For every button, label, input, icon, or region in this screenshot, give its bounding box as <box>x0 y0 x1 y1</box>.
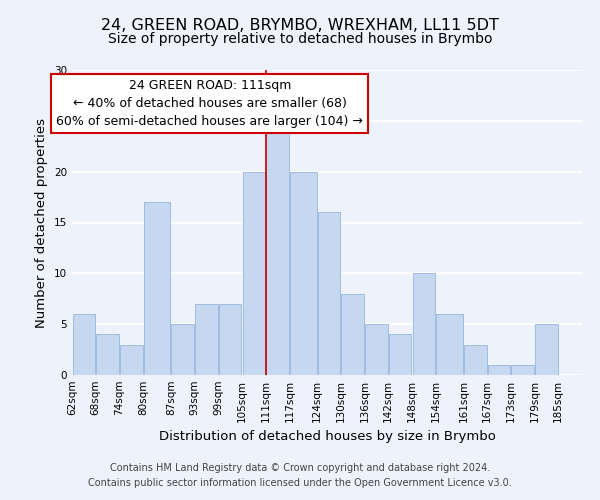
Bar <box>97 334 119 375</box>
Text: 24, GREEN ROAD, BRYMBO, WREXHAM, LL11 5DT: 24, GREEN ROAD, BRYMBO, WREXHAM, LL11 5D… <box>101 18 499 32</box>
Bar <box>413 274 435 375</box>
Bar <box>219 304 241 375</box>
Bar <box>195 304 218 375</box>
X-axis label: Distribution of detached houses by size in Brymbo: Distribution of detached houses by size … <box>158 430 496 444</box>
Bar <box>318 212 340 375</box>
Bar <box>389 334 412 375</box>
Y-axis label: Number of detached properties: Number of detached properties <box>35 118 49 328</box>
Bar <box>144 202 170 375</box>
Bar <box>535 324 557 375</box>
Bar <box>120 344 143 375</box>
Bar <box>172 324 194 375</box>
Bar <box>73 314 95 375</box>
Text: Size of property relative to detached houses in Brymbo: Size of property relative to detached ho… <box>108 32 492 46</box>
Bar <box>290 172 317 375</box>
Bar <box>436 314 463 375</box>
Bar <box>511 365 534 375</box>
Bar <box>464 344 487 375</box>
Text: Contains HM Land Registry data © Crown copyright and database right 2024.
Contai: Contains HM Land Registry data © Crown c… <box>88 462 512 487</box>
Bar <box>341 294 364 375</box>
Bar <box>242 172 265 375</box>
Bar <box>266 131 289 375</box>
Bar <box>365 324 388 375</box>
Bar <box>488 365 510 375</box>
Text: 24 GREEN ROAD: 111sqm
← 40% of detached houses are smaller (68)
60% of semi-deta: 24 GREEN ROAD: 111sqm ← 40% of detached … <box>56 79 363 128</box>
